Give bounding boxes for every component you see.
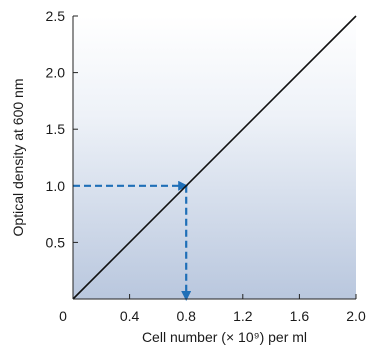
x-axis-ticks: 0 0.4 0.8 1.2 1.6 2.0 — [59, 294, 366, 324]
y-axis-ticks: 0.5 1.0 1.5 2.0 2.5 — [46, 8, 78, 250]
x-tick-label: 1.6 — [290, 308, 310, 324]
x-axis-label: Cell number (× 10⁹) per ml — [142, 329, 307, 345]
y-tick-label: 0.5 — [46, 234, 66, 250]
y-tick-label: 2.5 — [46, 8, 66, 24]
series-line — [72, 15, 357, 300]
x-tick-label: 0 — [59, 308, 67, 324]
y-axis-label: Optical density at 600 nm — [10, 79, 26, 237]
annotations — [73, 180, 192, 301]
x-tick-label: 2.0 — [346, 308, 366, 324]
series-group — [72, 15, 357, 300]
x-tick-label: 0.8 — [176, 308, 196, 324]
y-tick-label: 2.0 — [46, 65, 66, 81]
y-tick-label: 1.5 — [46, 121, 66, 137]
x-tick-label: 0.4 — [120, 308, 140, 324]
y-tick-label: 1.0 — [46, 178, 66, 194]
x-tick-label: 1.2 — [233, 308, 253, 324]
